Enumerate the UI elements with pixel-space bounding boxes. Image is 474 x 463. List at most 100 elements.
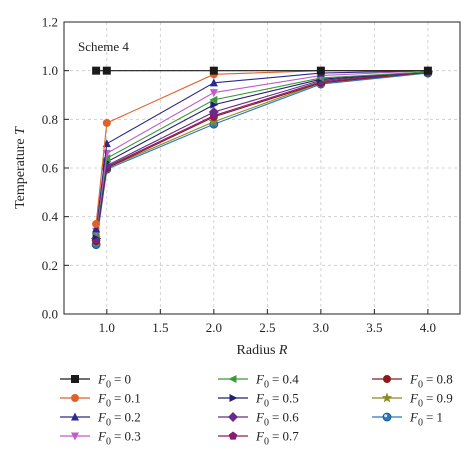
data-point [423,66,432,75]
legend-var: F [409,391,419,406]
legend-var: F [409,372,419,387]
series-0 [92,66,432,75]
y-axis-title-text: Temperature [13,138,28,209]
legend-value: = 0.8 [426,372,453,387]
legend-var: F [255,429,265,444]
legend-sub: 0 [106,418,111,429]
grid [64,21,460,315]
legend-sub: 0 [264,380,269,391]
legend-sub: 0 [106,437,111,448]
series-layer [90,66,434,250]
legend-value: = 0.6 [272,410,299,425]
x-tick-label: 1.0 [99,320,115,335]
legend-marker [71,375,79,383]
legend-item: F0 = 0.1 [60,391,141,410]
legend-label: F0 = 0 [97,372,131,391]
legend-value: = 0.2 [114,410,141,425]
marker-highlight [384,414,388,418]
legend-item: F0 = 1 [372,410,443,429]
data-point [92,224,101,233]
data-point [209,89,218,98]
x-axis-title: Radius R [237,343,288,358]
x-tick-label: 4.0 [420,320,436,335]
y-tick-label: 0.6 [42,161,59,176]
legend-var: F [255,410,265,425]
y-tick-label: 1.0 [42,63,58,78]
legend-item: F0 = 0.3 [60,429,141,448]
legend-marker [71,394,79,402]
legend-var: F [255,372,265,387]
series-line [95,71,428,237]
data-point [209,95,218,104]
data-point [209,78,218,87]
x-tick-label: 3.5 [366,320,382,335]
legend-sub: 0 [418,399,423,410]
data-point [102,149,111,158]
y-axis-title-var: T [13,126,28,135]
legend-label: F0 = 0.5 [255,391,299,410]
y-tick-label: 1.2 [42,15,58,30]
data-point [316,66,325,75]
legend-marker [71,432,79,441]
legend-value: = 0.5 [272,391,299,406]
y-tick-label: 0.0 [42,307,58,322]
data-point [92,219,101,228]
data-point [210,100,219,109]
y-axis-title: Temperature T [13,126,28,209]
legend-marker [383,375,391,383]
legend-sub: 0 [106,399,111,410]
legend-label: F0 = 0.8 [409,372,453,391]
legend-item: F0 = 0.6 [218,410,299,429]
series-9 [90,67,434,247]
data-point [102,118,111,127]
legend-value: = 0.3 [114,429,141,444]
legend-item: F0 = 0.9 [372,391,453,410]
legend-marker [229,394,238,402]
legend-sub: 0 [264,399,269,410]
x-axis-title-var: R [278,343,288,358]
legend-var: F [97,429,107,444]
legend-sub: 0 [264,437,269,448]
legend-value: = 0.9 [426,391,453,406]
legend-marker [381,392,393,403]
y-tick-label: 0.4 [42,209,59,224]
legend-label: F0 = 0.7 [255,429,299,448]
legend-label: F0 = 0.3 [97,429,141,448]
x-tick-label: 1.5 [152,320,168,335]
y-tick-label: 0.8 [42,112,58,127]
x-tick-label: 3.0 [313,320,329,335]
legend-value: = 0.4 [272,372,299,387]
legend-label: F0 = 0.2 [97,410,141,429]
x-tick-label: 2.5 [259,320,275,335]
legend-marker [228,431,238,440]
legend-item: F0 = 0.2 [60,410,141,429]
x-axis-title-text: Radius [237,343,276,358]
legend-value: = 0 [114,372,131,387]
legend-label: F0 = 0.6 [255,410,299,429]
x-tick-label: 2.0 [206,320,222,335]
data-point [208,116,220,127]
y-tick-label: 0.2 [42,258,58,273]
data-point [102,66,111,75]
ticks: 1.0 1.5 2.0 2.5 3.0 3.5 4.0 0.0 0.2 0.4 0.6 0.8 1.0 1… [42,15,436,336]
data-point [208,107,219,118]
legend-sub: 0 [264,418,269,429]
legend-marker [228,412,238,422]
series-7 [91,67,433,244]
legend-item: F0 = 0 [60,372,131,391]
legend-sub: 0 [418,418,423,429]
data-point [92,66,101,75]
legend: F0 = 0F0 = 0.1F0 = 0.2F0 = 0.3F0 = 0.4F0 = 0.5… [60,372,453,448]
legend-item: F0 = 0.5 [218,391,299,410]
legend-sub: 0 [106,380,111,391]
series-line [95,71,428,239]
legend-marker [71,412,79,421]
legend-marker [382,412,392,422]
legend-value: = 0.7 [272,429,299,444]
legend-label: F0 = 0.9 [409,391,453,410]
legend-var: F [255,391,265,406]
scheme-annotation: Scheme 4 [78,39,129,54]
legend-var: F [409,410,419,425]
data-point [209,66,218,75]
series-10 [91,68,433,250]
